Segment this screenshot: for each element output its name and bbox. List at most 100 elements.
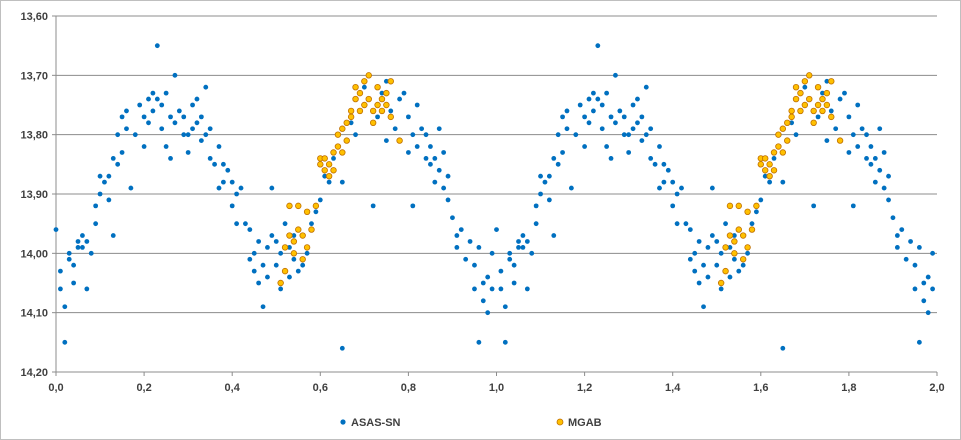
data-point — [793, 132, 799, 138]
data-point — [801, 101, 809, 109]
data-point — [608, 114, 614, 120]
data-point — [639, 114, 645, 120]
data-point — [330, 149, 337, 156]
data-point — [406, 150, 411, 155]
data-point — [877, 126, 883, 132]
data-point — [881, 185, 887, 191]
data-point — [555, 132, 561, 138]
data-point — [555, 161, 561, 167]
data-point — [308, 226, 315, 233]
tick-labels: 13,60 13,70 13,80 13,90 14,00 14,10 14,200,0 0,… — [20, 11, 944, 394]
data-point — [375, 114, 380, 120]
data-point — [820, 90, 825, 96]
data-point — [80, 245, 85, 250]
data-point — [626, 150, 632, 155]
data-point — [855, 102, 861, 108]
data-point — [921, 280, 927, 286]
data-point — [216, 185, 222, 191]
data-point — [894, 233, 900, 238]
data-point — [321, 167, 328, 174]
data-point — [401, 90, 407, 96]
data-point — [657, 144, 662, 149]
data-point — [62, 304, 68, 310]
data-point — [908, 239, 913, 244]
data-point — [106, 173, 112, 179]
data-point — [679, 185, 684, 191]
data-point — [229, 203, 235, 209]
data-point — [286, 232, 293, 239]
data-point — [212, 161, 217, 167]
data-point — [643, 132, 649, 138]
data-point — [652, 161, 658, 167]
data-point — [309, 221, 314, 227]
legend-label-asas-sn: ASAS-SN — [351, 417, 401, 429]
data-point — [287, 245, 292, 250]
data-point — [674, 221, 680, 227]
data-point — [828, 78, 835, 85]
data-point — [93, 221, 99, 227]
data-point — [814, 83, 822, 91]
data-point — [604, 90, 610, 96]
data-point — [546, 173, 552, 179]
data-point — [339, 149, 346, 156]
data-point — [779, 149, 787, 156]
data-point — [238, 185, 244, 191]
data-point — [463, 256, 469, 262]
data-point — [374, 101, 381, 109]
data-point — [303, 244, 311, 251]
data-point — [124, 126, 129, 132]
data-point — [185, 132, 191, 138]
data-point — [387, 113, 394, 121]
data-point — [331, 156, 336, 161]
data-point — [771, 156, 777, 161]
data-point — [428, 161, 433, 167]
axes — [52, 15, 938, 376]
data-point — [146, 120, 151, 126]
data-point — [573, 132, 579, 138]
data-point — [837, 96, 843, 102]
data-point — [881, 150, 887, 155]
data-point — [198, 138, 204, 144]
data-point — [811, 203, 817, 209]
data-point — [868, 161, 874, 167]
data-point — [432, 156, 438, 161]
data-point — [823, 101, 831, 109]
data-point — [648, 156, 654, 161]
data-point — [378, 95, 386, 103]
x-tick-label: 1,0 — [489, 382, 504, 394]
data-point — [802, 84, 808, 90]
data-point — [472, 262, 477, 268]
legend-marker-mgab — [556, 418, 564, 426]
y-tick-label: 14,20 — [20, 367, 48, 379]
data-point — [88, 250, 94, 256]
data-point — [406, 114, 411, 120]
data-point — [687, 256, 693, 262]
legend-label-mgab: MGAB — [568, 417, 602, 429]
data-point — [560, 150, 565, 155]
data-point — [648, 126, 654, 132]
data-point — [260, 262, 266, 268]
data-point — [388, 108, 394, 114]
data-point — [586, 96, 592, 102]
x-tick-label: 1,8 — [841, 382, 856, 394]
data-point — [423, 132, 429, 138]
data-series — [53, 43, 935, 351]
data-point — [106, 197, 112, 203]
data-point — [894, 245, 900, 250]
data-point — [714, 262, 720, 268]
data-point — [739, 256, 747, 263]
data-point — [731, 238, 738, 245]
data-point — [877, 167, 883, 173]
data-point — [524, 286, 530, 292]
data-point — [348, 120, 354, 126]
data-point — [507, 256, 513, 262]
data-point — [626, 132, 632, 138]
data-point — [343, 137, 350, 144]
data-point — [498, 268, 504, 274]
data-point — [436, 167, 442, 173]
data-point — [608, 156, 614, 161]
data-point — [868, 144, 874, 149]
data-point — [718, 286, 724, 292]
data-point — [762, 155, 769, 162]
data-point — [163, 144, 169, 149]
